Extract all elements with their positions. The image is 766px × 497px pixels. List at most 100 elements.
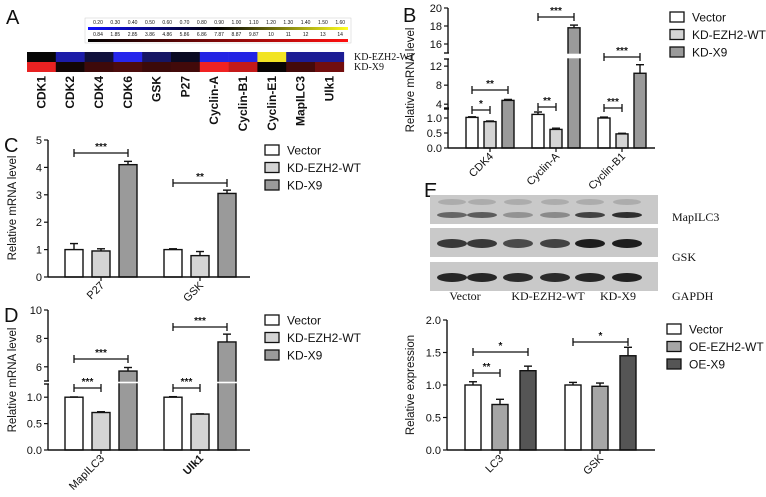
gene-label: Cyclin-E1	[265, 76, 279, 131]
y-tick-label: 0.5	[27, 419, 42, 431]
y-tick-label: 6	[36, 362, 42, 374]
scale-top-label: 1.60	[335, 20, 345, 26]
blot-band-faint	[438, 199, 466, 205]
legend-label: KD-EZH2-WT	[287, 331, 362, 345]
significance-label: *	[499, 341, 503, 352]
y-tick-label: 5	[36, 135, 42, 147]
bar	[190, 254, 210, 278]
heatmap-cell	[27, 62, 57, 72]
legend-label: OE-EZH2-WT	[689, 340, 764, 354]
bar	[531, 113, 545, 149]
blot-band	[575, 273, 605, 282]
legend-label: Vector	[287, 144, 321, 158]
legend-swatch	[264, 349, 280, 361]
scale-top-label: 0.70	[180, 20, 190, 26]
legend-swatch	[264, 144, 280, 156]
scale-bottom-label: 3.86	[145, 32, 155, 38]
scale-top-label: 1.10	[249, 20, 259, 26]
y-axis-label: Relative expression	[405, 335, 417, 435]
legend-swatch	[264, 331, 280, 344]
heatmap-panel: 0.20 0.30 0.40 0.50 0.60 0.70 0.80 0.90 1.00 1.10…	[27, 17, 415, 132]
bar	[491, 403, 509, 451]
bar	[163, 248, 183, 278]
heatmap-cell	[257, 52, 287, 62]
y-tick-label: 1.0	[27, 392, 42, 404]
heatmap-cell	[55, 52, 85, 62]
heatmap-cell	[84, 52, 114, 62]
blot-band-faint	[504, 199, 532, 205]
bar	[64, 248, 84, 278]
y-axis-label: Relative mRNA level	[7, 328, 19, 433]
bar	[64, 396, 84, 451]
y-tick-label: 0.5	[427, 128, 442, 140]
scale-top-label: 1.30	[283, 20, 293, 26]
bar	[465, 116, 479, 149]
blot-band-faint	[541, 199, 569, 205]
y-tick-label: 2	[36, 217, 42, 229]
scale-top-label: 1.20	[266, 20, 276, 26]
bar	[118, 163, 138, 278]
y-tick-label: 0.5	[426, 413, 441, 425]
bar	[619, 355, 637, 451]
gene-label: Cyclin-B1	[236, 76, 250, 132]
legend-label: KD-X9	[287, 349, 323, 363]
legend-label: KD-EZH2-WT	[287, 161, 362, 175]
y-tick-label: 0.0	[27, 445, 42, 457]
gene-label: CDK2	[63, 76, 77, 109]
scale-top-label: 0.60	[162, 20, 172, 26]
blot-band	[503, 273, 533, 282]
bar-chart-B: 0.0 0.5 1.0 4 8 12 16 18 20 Relative mRNA level CD…	[405, 3, 766, 192]
bar	[163, 396, 183, 451]
bar	[91, 250, 111, 278]
blot-band	[467, 212, 497, 218]
blot-band-faint	[613, 199, 641, 205]
scale-bottom-label: 0.84	[93, 32, 103, 38]
blot-band	[503, 239, 533, 248]
bar-chart-E: 0.0 0.5 1.0 1.5 2.0 Relative expression LC3 GSK…	[405, 315, 764, 478]
bar	[190, 413, 210, 451]
blot-row-label: MapILC3	[672, 210, 719, 224]
y-tick-label: 0.0	[426, 445, 441, 457]
y-tick-label: 0	[36, 272, 42, 284]
significance-label: ***	[181, 377, 193, 388]
bar	[519, 370, 537, 451]
western-blot: MapILC3 GSK GAPDH Vector KD-EZH2-WT KD-X9	[430, 195, 719, 303]
heatmap-cell	[199, 62, 229, 72]
blot-band	[467, 273, 497, 282]
y-axis-label: Relative mRNA level	[405, 28, 417, 133]
bar	[464, 384, 482, 451]
blot-band	[437, 273, 467, 282]
heatmap-cell	[257, 62, 287, 72]
significance-label: ***	[607, 97, 619, 108]
color-scale-bar-black-red	[88, 39, 348, 42]
y-tick-label: 0.0	[427, 143, 442, 155]
scale-top-label: 1.50	[318, 20, 328, 26]
significance-label: ***	[82, 377, 94, 388]
panel-letter-A: A	[6, 7, 20, 29]
legend-swatch	[666, 340, 682, 353]
category-label: Ulk1	[181, 453, 206, 478]
y-tick-label: 8	[436, 80, 442, 92]
scale-top-label: 0.90	[214, 20, 224, 26]
heatmap-cell	[315, 52, 345, 62]
gene-label: MapILC3	[294, 76, 308, 126]
significance-label: ***	[550, 6, 562, 17]
heatmap-cell	[27, 52, 57, 62]
bar	[567, 27, 581, 149]
category-label: MapILC3	[67, 453, 107, 493]
scale-top-label: 0.40	[128, 20, 138, 26]
y-tick-label: 16	[430, 39, 442, 51]
y-tick-label: 20	[430, 3, 442, 15]
heatmap-cell	[113, 52, 143, 62]
scale-top-label: 1.40	[301, 20, 311, 26]
bar	[615, 133, 629, 149]
category-label: P27	[85, 280, 107, 302]
blot-band	[575, 212, 605, 218]
significance-label: ***	[95, 348, 107, 359]
heatmap-row-label: KD-X9	[354, 62, 384, 73]
y-tick-label: 1.0	[427, 113, 442, 125]
legend-label: Vector	[692, 11, 726, 25]
blot-band	[540, 212, 570, 218]
significance-label: **	[486, 79, 494, 90]
